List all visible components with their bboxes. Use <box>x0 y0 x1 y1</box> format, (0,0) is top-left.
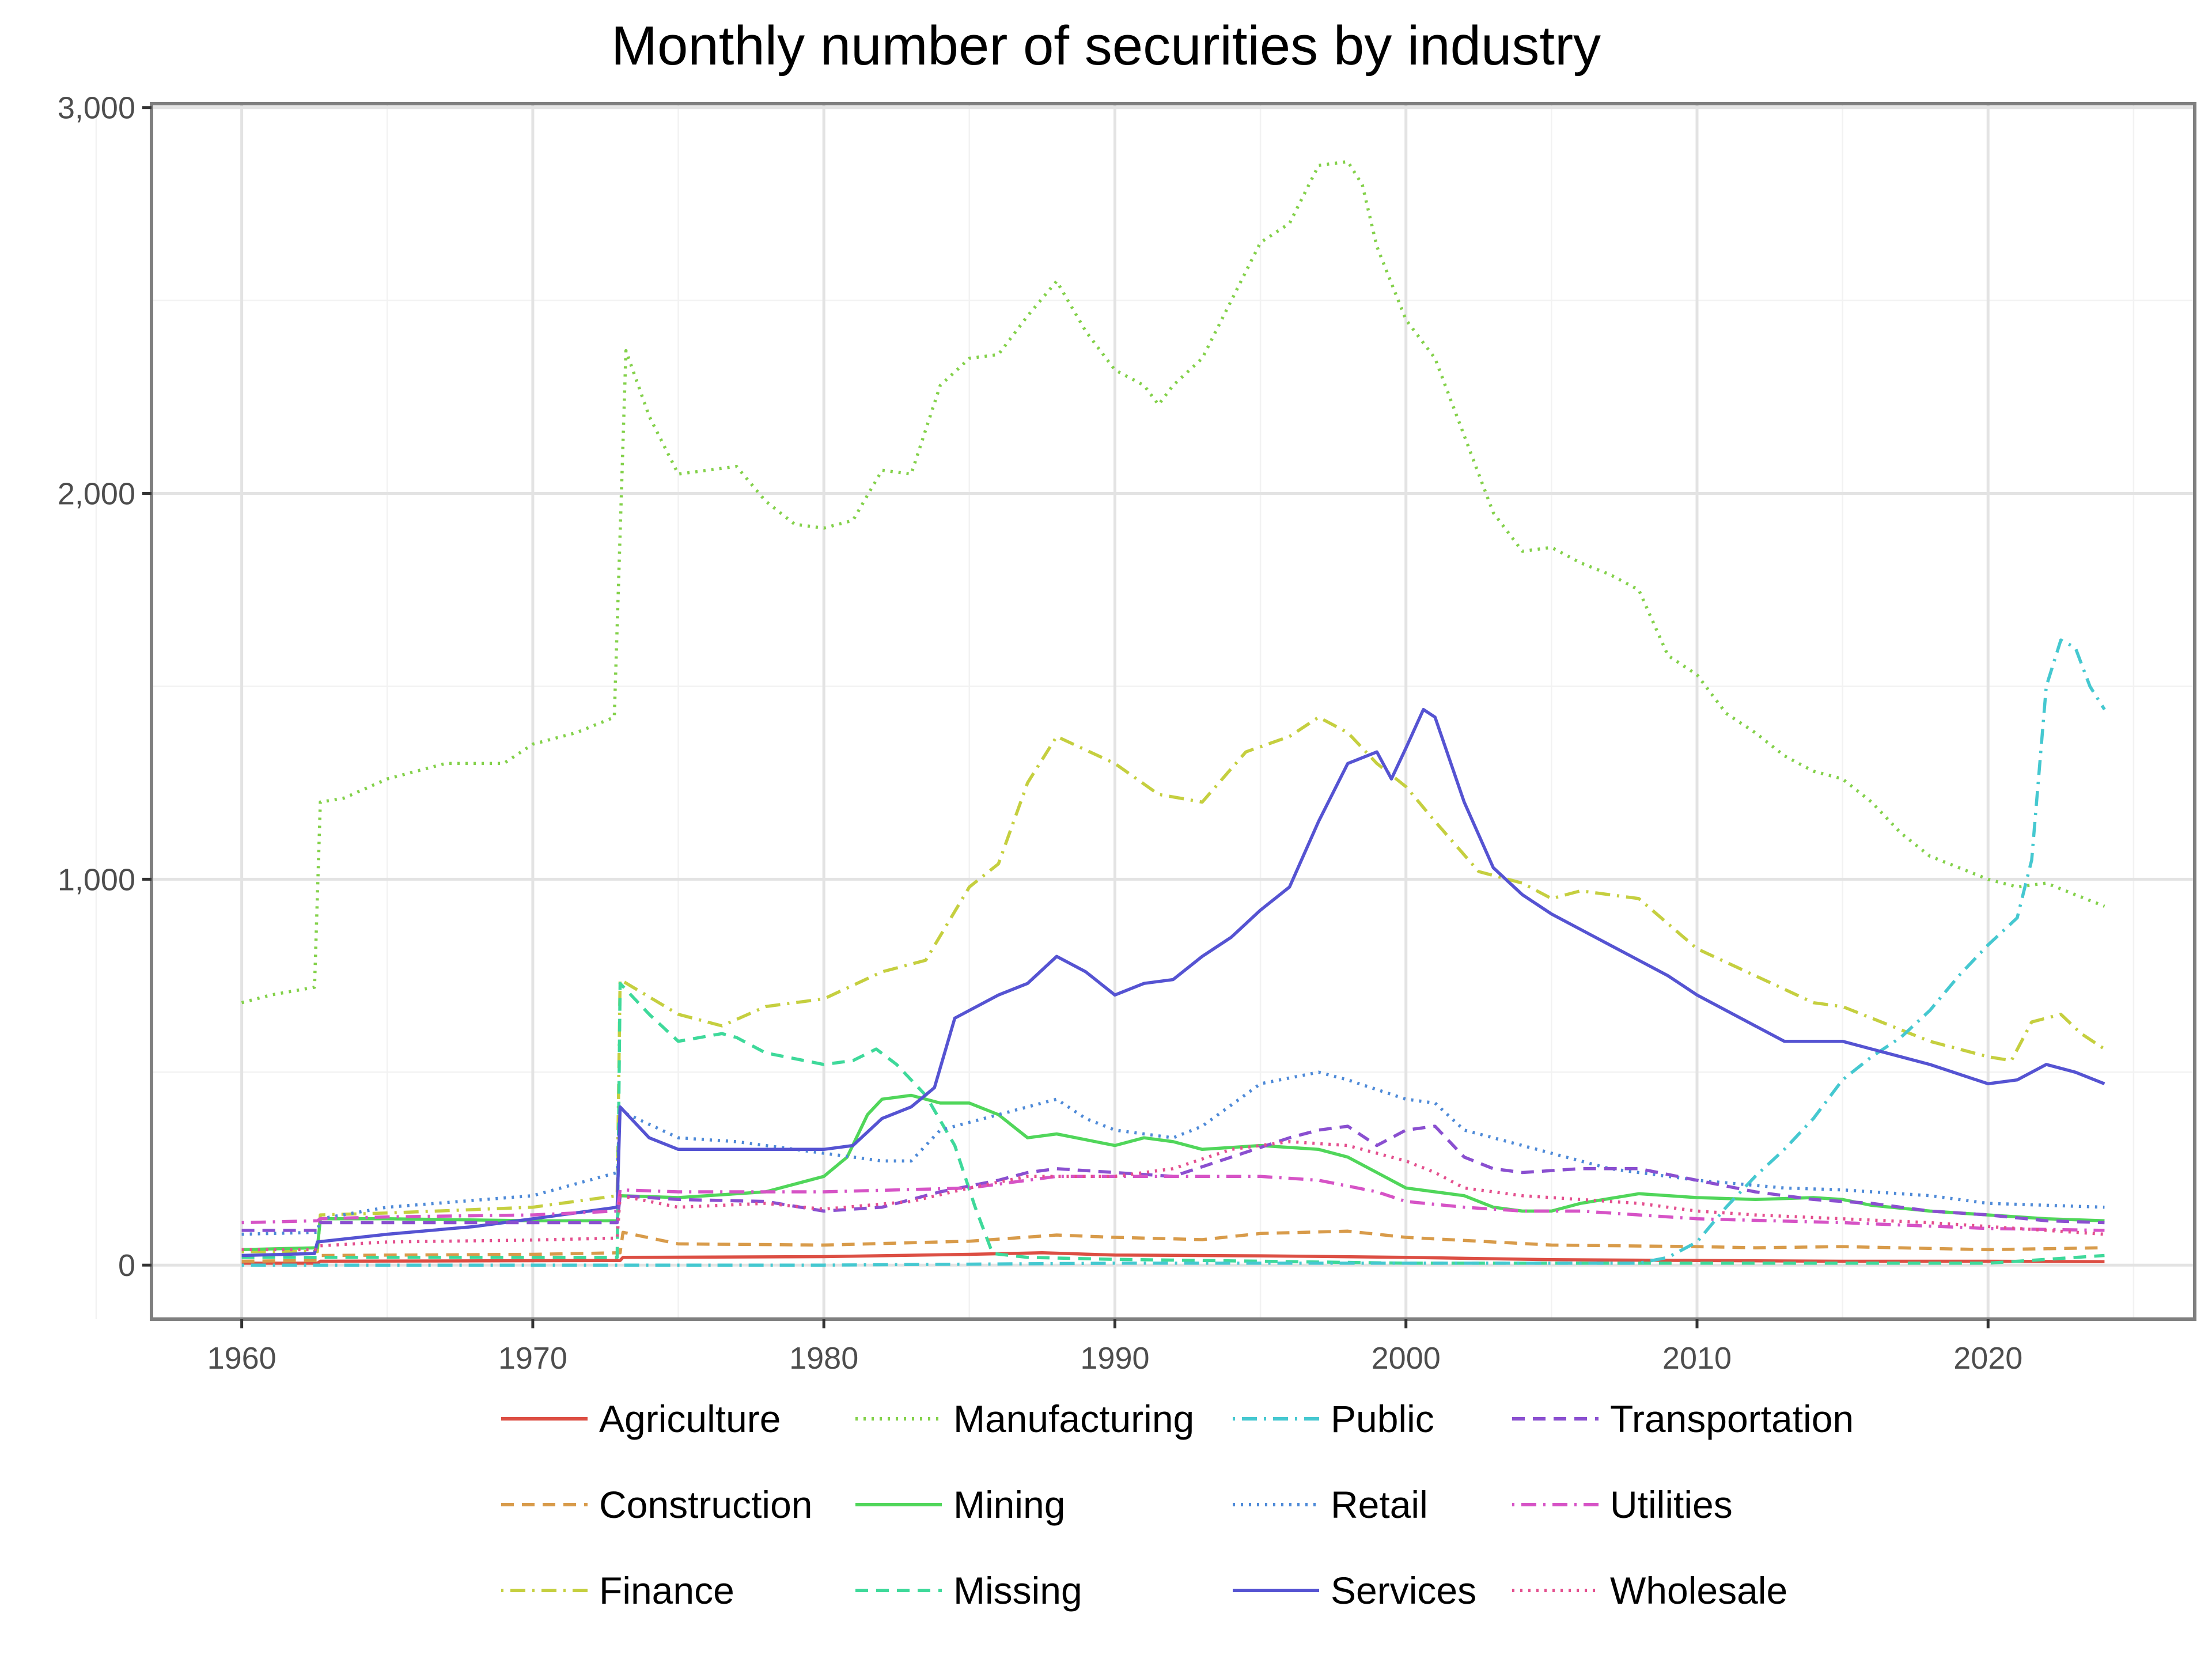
series-line-manufacturing <box>241 160 2105 1005</box>
y-tick-label: 2,000 <box>58 477 135 512</box>
y-tick-label: 0 <box>118 1248 135 1283</box>
y-tick-label: 3,000 <box>58 91 135 126</box>
legend-label-mining: Mining <box>953 1483 1065 1526</box>
series-line-transportation <box>241 1124 2105 1232</box>
legend-label-public: Public <box>1331 1397 1434 1440</box>
legend-label-services: Services <box>1331 1569 1476 1612</box>
series-line-public <box>241 638 2106 1267</box>
x-tick-label: 2010 <box>1662 1341 1732 1376</box>
legend-label-missing: Missing <box>953 1569 1082 1612</box>
x-tick-label: 1960 <box>207 1341 276 1376</box>
series-line-mining <box>241 1093 2105 1252</box>
series-line-wholesale <box>241 1140 2105 1252</box>
legend-label-retail: Retail <box>1331 1483 1428 1526</box>
legend-label-utilities: Utilities <box>1610 1483 1733 1526</box>
chart-title: Monthly number of securities by industry <box>611 15 1601 77</box>
x-tick-label: 1980 <box>789 1341 858 1376</box>
x-tick-label: 1970 <box>498 1341 567 1376</box>
legend: Agriculture Construction Finance Manufactur… <box>501 1397 1854 1612</box>
y-tick-label: 1,000 <box>58 862 135 897</box>
legend-label-wholesale: Wholesale <box>1610 1569 1787 1612</box>
series-line-services <box>241 707 2105 1257</box>
plot-area <box>151 104 2195 1319</box>
x-axis: 1960 1970 1980 1990 2000 2010 2020 <box>207 1319 2022 1376</box>
series-line-finance <box>241 715 2105 1253</box>
x-tick-label: 2000 <box>1372 1341 1441 1376</box>
series-line-construction <box>241 1229 2105 1263</box>
panel-border <box>150 102 2196 1321</box>
plot-background <box>151 104 2195 1319</box>
legend-label-agriculture: Agriculture <box>599 1397 781 1440</box>
legend-label-transportation: Transportation <box>1610 1397 1854 1440</box>
series-line-agriculture <box>241 1251 2105 1265</box>
series-line-utilities <box>241 1175 2105 1232</box>
y-axis: 0 1,000 2,000 3,000 <box>58 91 151 1283</box>
x-tick-label: 2020 <box>1953 1341 2022 1376</box>
legend-label-finance: Finance <box>599 1569 734 1612</box>
series-layer <box>241 160 2106 1267</box>
x-tick-label: 1990 <box>1080 1341 1149 1376</box>
legend-label-manufacturing: Manufacturing <box>953 1397 1194 1440</box>
legend-label-construction: Construction <box>599 1483 813 1526</box>
